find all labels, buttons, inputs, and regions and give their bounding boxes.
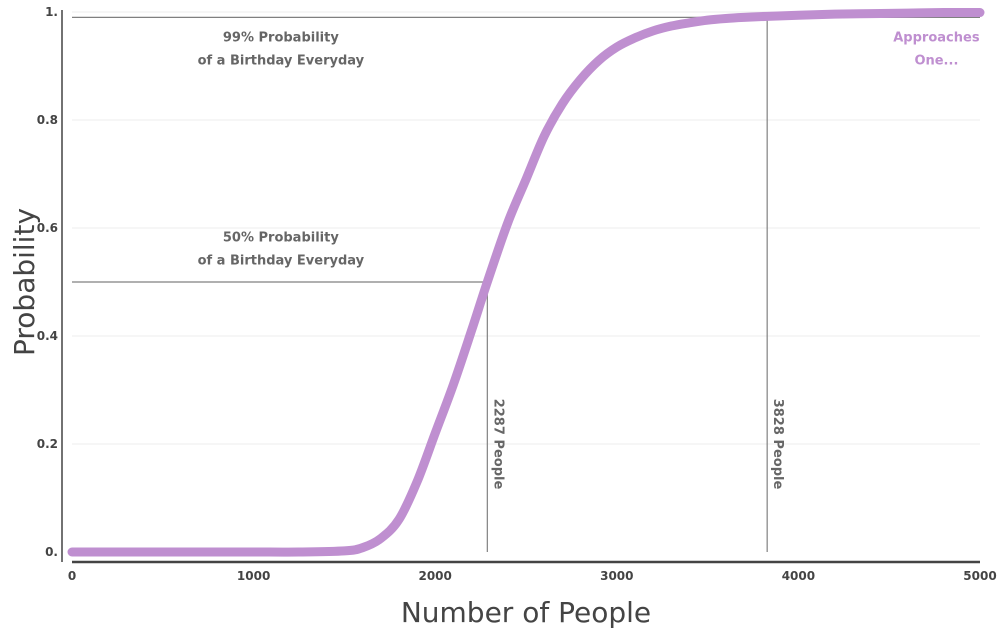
annotation-probability: 50% Probability [223, 231, 339, 246]
annotation-approaches-one: Approaches [893, 31, 980, 46]
x-tick-label: 5000 [963, 569, 996, 583]
annotation-people-count: 3828 People [770, 399, 785, 490]
annotation-probability: 99% Probability [223, 31, 339, 46]
x-axis-title: Number of People [401, 596, 651, 629]
y-axis-title: Probability [8, 208, 41, 356]
tick-labels: 0 1000 2000 3000 4000 5000 0. 0.2 0.4 0.6 0.8 1. [37, 5, 997, 583]
axes [61, 10, 980, 564]
reference-lines [72, 16, 980, 552]
grid-lines [72, 11, 980, 445]
y-tick-label: 0.4 [37, 329, 58, 343]
y-tick-label: 0.8 [37, 113, 58, 127]
series-layer [67, 8, 985, 557]
y-tick-label: 0.2 [37, 437, 58, 451]
annotation-people-count: 2287 People [490, 399, 505, 490]
x-tick-label: 4000 [782, 569, 815, 583]
x-tick-label: 0 [68, 569, 76, 583]
x-tick-label: 1000 [237, 569, 270, 583]
annotations: 99% Probability of a Birthday Everyday 50%… [198, 31, 980, 490]
x-tick-label: 2000 [418, 569, 451, 583]
x-tick-label: 3000 [600, 569, 633, 583]
annotation-probability: of a Birthday Everyday [198, 254, 365, 269]
series-line [67, 8, 985, 557]
annotation-probability: of a Birthday Everyday [198, 54, 365, 69]
annotation-approaches-one: One... [914, 54, 958, 69]
y-tick-label: 0. [45, 545, 58, 559]
y-tick-label: 0.6 [37, 221, 58, 235]
y-tick-label: 1. [45, 5, 58, 19]
